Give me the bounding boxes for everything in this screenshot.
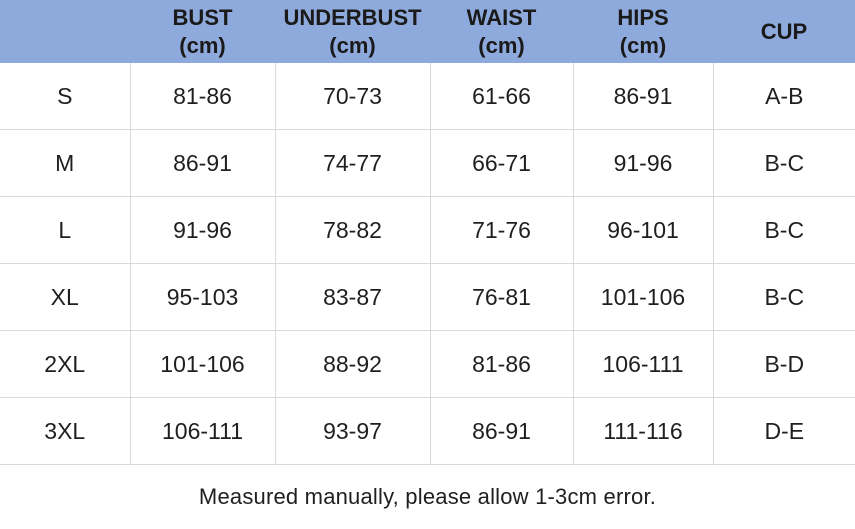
bust-cell: 91-96 xyxy=(130,196,276,264)
underbust-cell: 93-97 xyxy=(275,397,431,465)
hips-cell: 106-111 xyxy=(573,330,714,398)
waist-cell: 81-86 xyxy=(430,330,574,398)
hips-cell: 111-116 xyxy=(573,397,714,465)
hips-cell: 91-96 xyxy=(573,129,714,197)
size-cell: 3XL xyxy=(0,397,131,465)
header-label: CUP xyxy=(760,18,808,44)
size-cell: 2XL xyxy=(0,330,131,398)
table-row-s: S 81-86 70-73 61-66 86-91 A-B xyxy=(0,63,855,130)
header-row: BUST (cm) UNDERBUST (cm) WAIST (cm) HIPS… xyxy=(0,0,855,63)
bust-cell: 86-91 xyxy=(130,129,276,197)
cup-cell: A-B xyxy=(713,63,855,130)
header-unit: (cm) xyxy=(619,32,667,58)
cup-cell: B-C xyxy=(713,263,855,331)
hips-cell: 86-91 xyxy=(573,63,714,130)
hips-cell: 101-106 xyxy=(573,263,714,331)
hips-cell: 96-101 xyxy=(573,196,714,264)
bust-cell: 81-86 xyxy=(130,63,276,130)
table-row-l: L 91-96 78-82 71-76 96-101 B-C xyxy=(0,196,855,264)
header-cell-hips: HIPS (cm) xyxy=(573,0,713,63)
underbust-cell: 78-82 xyxy=(275,196,431,264)
table-row-m: M 86-91 74-77 66-71 91-96 B-C xyxy=(0,129,855,197)
waist-cell: 76-81 xyxy=(430,263,574,331)
header-cell-bust: BUST (cm) xyxy=(130,0,275,63)
cup-cell: B-C xyxy=(713,196,855,264)
waist-cell: 61-66 xyxy=(430,63,574,130)
underbust-cell: 70-73 xyxy=(275,63,431,130)
underbust-cell: 83-87 xyxy=(275,263,431,331)
header-label: WAIST xyxy=(466,4,537,30)
header-label: HIPS xyxy=(617,4,669,30)
table-body: S 81-86 70-73 61-66 86-91 A-B M 86-91 74… xyxy=(0,63,855,529)
cup-cell: B-C xyxy=(713,129,855,197)
header-unit: (cm) xyxy=(179,32,226,58)
underbust-cell: 74-77 xyxy=(275,129,431,197)
header-label: UNDERBUST xyxy=(283,4,422,30)
bust-cell: 101-106 xyxy=(130,330,276,398)
header-unit: (cm) xyxy=(478,32,525,58)
waist-cell: 86-91 xyxy=(430,397,574,465)
header-cell-size xyxy=(0,0,130,63)
header-cell-waist: WAIST (cm) xyxy=(430,0,573,63)
waist-cell: 66-71 xyxy=(430,129,574,197)
bust-cell: 95-103 xyxy=(130,263,276,331)
table-row-3xl: 3XL 106-111 93-97 86-91 111-116 D-E xyxy=(0,397,855,465)
table-row-2xl: 2XL 101-106 88-92 81-86 106-111 B-D xyxy=(0,330,855,398)
bust-cell: 106-111 xyxy=(130,397,276,465)
cup-cell: D-E xyxy=(713,397,855,465)
size-cell: L xyxy=(0,196,131,264)
cup-cell: B-D xyxy=(713,330,855,398)
table-header: BUST (cm) UNDERBUST (cm) WAIST (cm) HIPS… xyxy=(0,0,855,63)
header-cell-cup: CUP xyxy=(713,0,855,63)
note-row: Measured manually, please allow 1-3cm er… xyxy=(0,464,855,529)
header-unit: (cm) xyxy=(329,32,376,58)
underbust-cell: 88-92 xyxy=(275,330,431,398)
size-cell: S xyxy=(0,63,131,130)
measurement-note: Measured manually, please allow 1-3cm er… xyxy=(0,464,855,529)
header-label: BUST xyxy=(172,4,233,30)
size-cell: M xyxy=(0,129,131,197)
table-row-xl: XL 95-103 83-87 76-81 101-106 B-C xyxy=(0,263,855,331)
size-cell: XL xyxy=(0,263,131,331)
waist-cell: 71-76 xyxy=(430,196,574,264)
header-cell-underbust: UNDERBUST (cm) xyxy=(275,0,430,63)
